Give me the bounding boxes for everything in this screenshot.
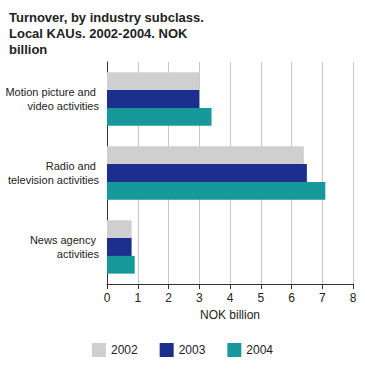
svg-text:2: 2 — [165, 291, 172, 305]
svg-text:activities: activities — [57, 248, 100, 260]
svg-text:3: 3 — [196, 291, 203, 305]
svg-text:billion: billion — [9, 42, 47, 57]
svg-text:0: 0 — [104, 291, 111, 305]
svg-text:television activities: television activities — [8, 174, 100, 186]
svg-text:Turnover, by industry subclass: Turnover, by industry subclass. — [9, 10, 207, 25]
svg-text:4: 4 — [227, 291, 234, 305]
svg-text:News agency: News agency — [30, 234, 99, 246]
svg-text:2004: 2004 — [246, 343, 273, 357]
svg-text:Motion picture and: Motion picture and — [5, 86, 99, 98]
svg-text:1: 1 — [134, 291, 141, 305]
svg-text:7: 7 — [319, 291, 326, 305]
svg-text:5: 5 — [257, 291, 264, 305]
svg-text:NOK billion: NOK billion — [200, 308, 260, 322]
svg-text:Local KAUs. 2002-2004. NOK: Local KAUs. 2002-2004. NOK — [9, 26, 191, 41]
svg-text:2003: 2003 — [179, 343, 206, 357]
svg-text:video activities: video activities — [27, 100, 99, 112]
svg-text:2002: 2002 — [111, 343, 138, 357]
svg-text:Radio and: Radio and — [46, 160, 99, 172]
svg-text:8: 8 — [350, 291, 357, 305]
svg-text:6: 6 — [288, 291, 295, 305]
